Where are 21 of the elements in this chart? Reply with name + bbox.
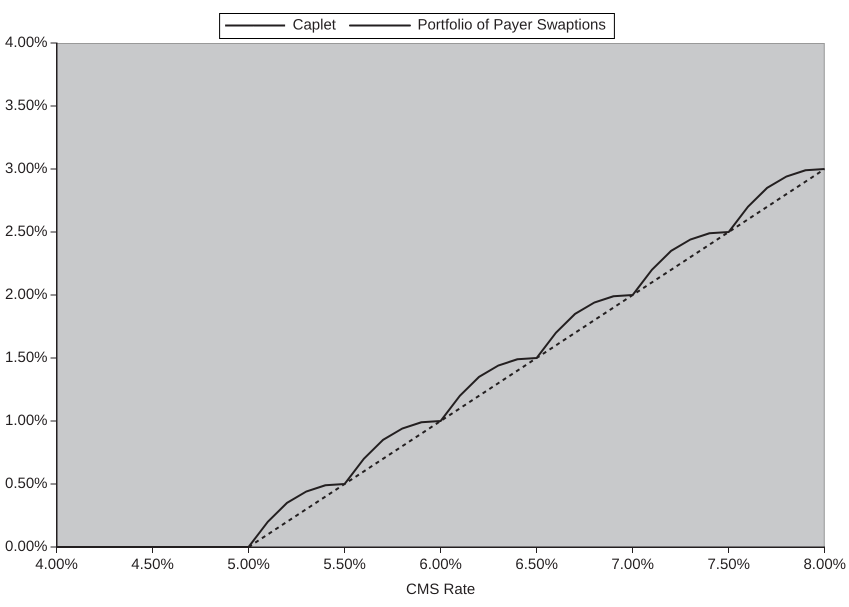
y-tick-label: 2.00% (4, 286, 48, 304)
x-tick-label: 4.50% (131, 556, 174, 574)
x-tick-label: 6.00% (419, 556, 462, 574)
y-tick-label: 3.00% (4, 160, 48, 178)
legend-label: Portfolio of Payer Swaptions (417, 16, 606, 34)
x-tick-label: 6.50% (515, 556, 558, 574)
y-tick-label: 0.00% (4, 538, 48, 556)
y-tick-label: 1.00% (4, 412, 48, 430)
x-tick-label: 8.00% (803, 556, 846, 574)
y-tick-label: 3.50% (4, 97, 48, 114)
legend-label: Caplet (292, 16, 337, 34)
x-tick-label: 7.00% (611, 556, 654, 574)
x-axis-title: CMS Rate (406, 581, 476, 598)
x-tick-label: 4.00% (35, 556, 78, 574)
x-tick-label: 5.50% (323, 556, 366, 574)
y-tick-label: 1.50% (4, 349, 48, 366)
y-tick-label: 4.00% (4, 34, 48, 52)
x-tick-label: 5.00% (227, 556, 270, 574)
x-tick-label: 7.50% (707, 556, 750, 574)
y-tick-label: 0.50% (4, 475, 48, 492)
y-tick-label: 2.50% (4, 223, 48, 240)
